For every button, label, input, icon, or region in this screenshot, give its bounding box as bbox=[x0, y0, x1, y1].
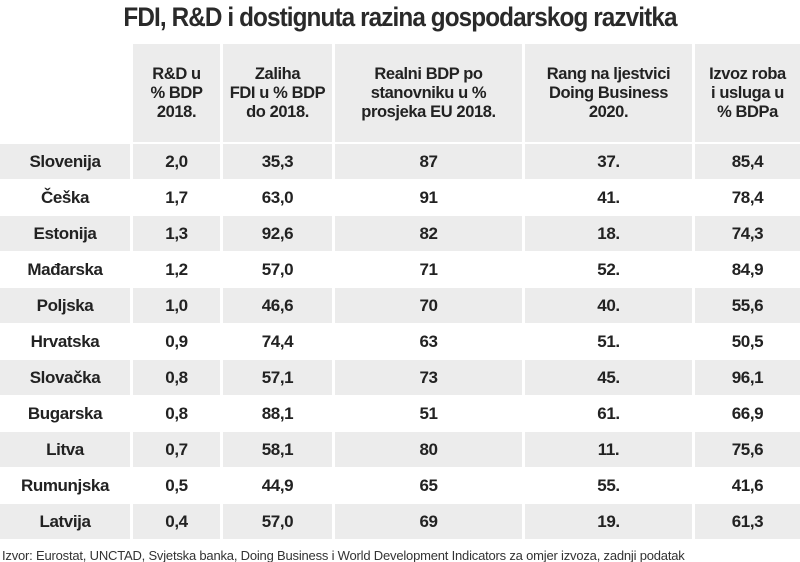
header-cell: Realni BDP po stanovniku u % prosjeka EU 2… bbox=[335, 44, 522, 142]
table-cell: 96,1 bbox=[695, 360, 800, 395]
table-cell: 1,7 bbox=[165, 187, 188, 207]
header-line: do 2018. bbox=[246, 102, 309, 121]
table-cell: 44,9 bbox=[261, 475, 294, 495]
row-label: Češka bbox=[40, 187, 90, 207]
title: FDI, R&D i dostignuta razina gospodarsko… bbox=[123, 2, 677, 32]
table-cell: 40. bbox=[525, 288, 692, 323]
table-cell: 85,4 bbox=[695, 144, 800, 179]
table-cell: 91 bbox=[419, 187, 438, 207]
source-note: Izvor: Eurostat, UNCTAD, Svjetska banka,… bbox=[2, 548, 685, 562]
header-line: Realni BDP po bbox=[374, 64, 483, 83]
header-line: 2020. bbox=[588, 102, 629, 121]
table-cell: 50,5 bbox=[731, 331, 764, 351]
table-cell: 0,5 bbox=[165, 475, 188, 495]
table-cell: 57,0 bbox=[223, 504, 332, 539]
header-line: stanovniku u % bbox=[370, 83, 487, 102]
table-cell: 0,7 bbox=[133, 432, 220, 467]
table-cell: 82 bbox=[335, 216, 522, 251]
table-cell: 0,8 bbox=[165, 403, 188, 423]
header-line: % BDP bbox=[150, 83, 203, 102]
table-cell: 58,1 bbox=[223, 432, 332, 467]
header-cell bbox=[0, 44, 130, 142]
table-cell: 41. bbox=[597, 187, 620, 207]
table-cell: 61,3 bbox=[695, 504, 800, 539]
table-cell: 71 bbox=[419, 259, 438, 279]
header-line: Izvoz roba bbox=[709, 64, 786, 83]
table-cell: 57,1 bbox=[223, 360, 332, 395]
row-label: Litva bbox=[0, 432, 130, 467]
table-cell: 63,0 bbox=[261, 187, 294, 207]
table-cell: 63 bbox=[419, 331, 438, 351]
table-cell: 51. bbox=[597, 331, 620, 351]
table-cell: 69 bbox=[335, 504, 522, 539]
header-line: prosjeka EU 2018. bbox=[361, 102, 496, 121]
table-cell: 2,0 bbox=[133, 144, 220, 179]
table-cell: 11. bbox=[525, 432, 692, 467]
table-cell: 73 bbox=[335, 360, 522, 395]
row-label: Bugarska bbox=[27, 403, 103, 423]
table-cell: 1,3 bbox=[133, 216, 220, 251]
row-label: Estonija bbox=[0, 216, 130, 251]
table-cell: 1,0 bbox=[133, 288, 220, 323]
table-cell: 46,6 bbox=[223, 288, 332, 323]
table-cell: 45. bbox=[525, 360, 692, 395]
table-cell: 19. bbox=[525, 504, 692, 539]
header-line: 2018. bbox=[156, 102, 197, 121]
row-label: Slovenija bbox=[0, 144, 130, 179]
table-cell: 61. bbox=[597, 403, 620, 423]
table-cell: 0,9 bbox=[165, 331, 188, 351]
table-cell: 78,4 bbox=[731, 187, 764, 207]
row-label: Slovačka bbox=[0, 360, 130, 395]
row-label: Latvija bbox=[0, 504, 130, 539]
table-cell: 75,6 bbox=[695, 432, 800, 467]
table-cell: 55,6 bbox=[695, 288, 800, 323]
table-cell: 70 bbox=[335, 288, 522, 323]
table-cell: 80 bbox=[335, 432, 522, 467]
table-cell: 74,3 bbox=[695, 216, 800, 251]
header-line: R&D u bbox=[152, 64, 201, 83]
table-cell: 52. bbox=[597, 259, 620, 279]
table-cell: 87 bbox=[335, 144, 522, 179]
table-cell: 55. bbox=[597, 475, 620, 495]
table-cell: 1,2 bbox=[165, 259, 188, 279]
table-cell: 88,1 bbox=[261, 403, 294, 423]
header-line: Doing Business bbox=[548, 83, 669, 102]
table-cell: 41,6 bbox=[731, 475, 764, 495]
row-label: Rumunjska bbox=[20, 475, 110, 495]
table-cell: 0,8 bbox=[133, 360, 220, 395]
table-cell: 37. bbox=[525, 144, 692, 179]
table-cell: 84,9 bbox=[731, 259, 764, 279]
header-cell: Zaliha FDI u % BDP do 2018. bbox=[223, 44, 332, 142]
header-line: i usluga u bbox=[710, 83, 784, 102]
table-cell: 0,4 bbox=[133, 504, 220, 539]
header-line: FDI u % BDP bbox=[229, 83, 326, 102]
table-cell: 74,4 bbox=[261, 331, 294, 351]
row-label: Mađarska bbox=[27, 259, 103, 279]
row-label: Hrvatska bbox=[30, 331, 100, 351]
row-label: Poljska bbox=[0, 288, 130, 323]
table-cell: 57,0 bbox=[261, 259, 294, 279]
table-cell: 35,3 bbox=[223, 144, 332, 179]
header-line: Zaliha bbox=[254, 64, 301, 83]
header-cell: Izvoz roba i usluga u% BDPa bbox=[695, 44, 800, 142]
table-cell: 92,6 bbox=[223, 216, 332, 251]
header-cell: Rang na ljestvici Doing Business 2020. bbox=[525, 44, 692, 142]
table-cell: 65 bbox=[419, 475, 438, 495]
header-line: Rang na ljestvici bbox=[546, 64, 671, 83]
table-cell: 66,9 bbox=[731, 403, 764, 423]
header-cell: R&D u% BDP 2018. bbox=[133, 44, 220, 142]
table-cell: 18. bbox=[525, 216, 692, 251]
header-line: % BDPa bbox=[717, 102, 778, 121]
table-cell: 51 bbox=[419, 403, 438, 423]
